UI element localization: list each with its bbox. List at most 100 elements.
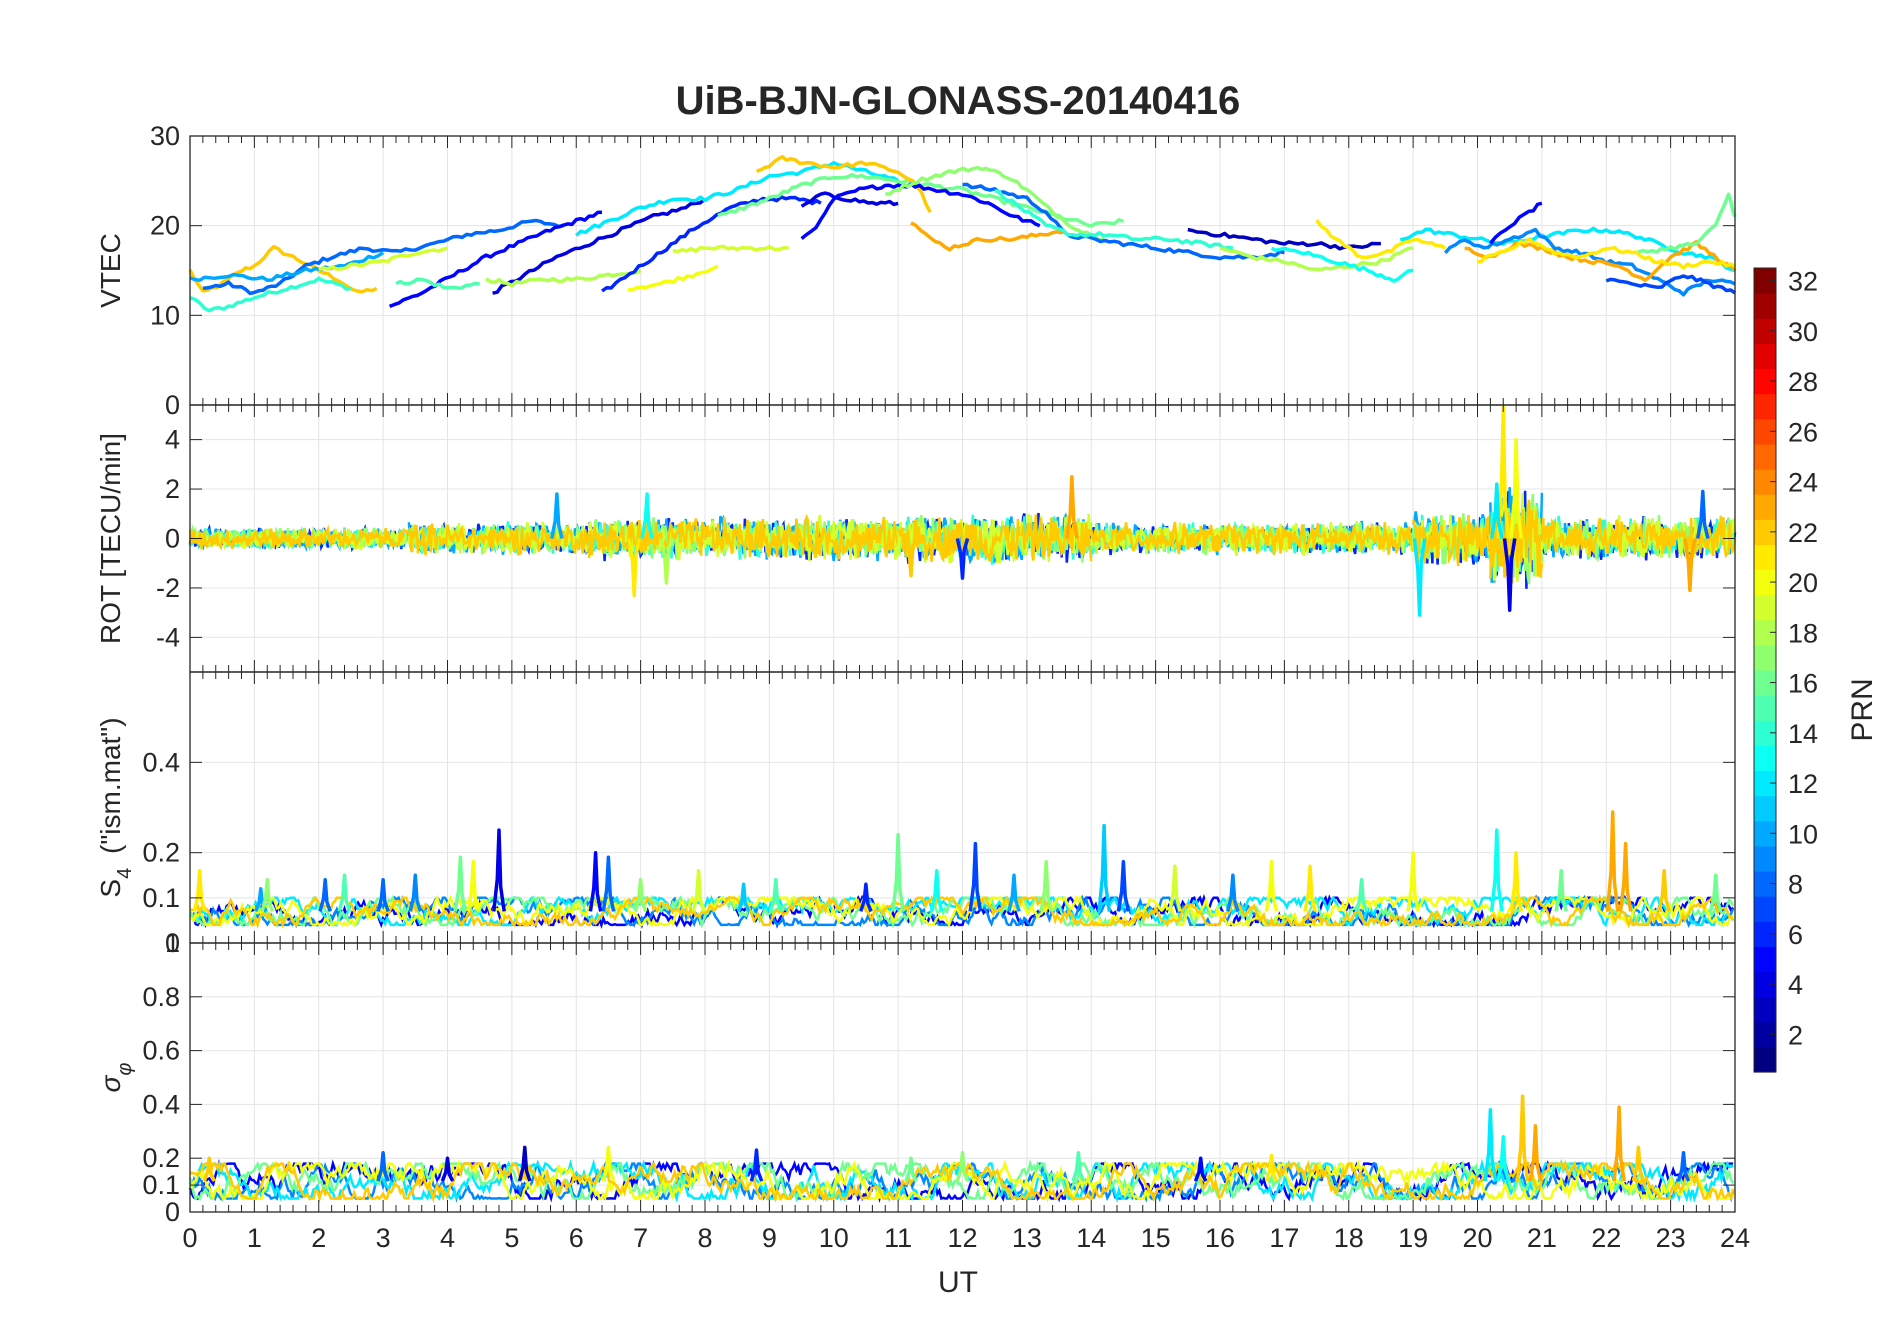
s4-prn-20-spike (1406, 850, 1421, 912)
sigma-phi-y-tick-label: 1 (165, 928, 180, 958)
vtec-prn-8-trace (202, 218, 564, 296)
s4-prn-16-trace (189, 894, 1735, 929)
s4-prn-13-spike (1489, 828, 1504, 912)
colorbar-swatch (1754, 720, 1776, 746)
s4-prn-7-spike (968, 841, 983, 912)
rot-y-tick-label: -2 (156, 573, 180, 603)
x-tick-label: 6 (569, 1223, 584, 1253)
x-tick-label: 16 (1205, 1223, 1235, 1253)
vtec-prn-17-trace (885, 165, 1105, 242)
sigma-phi-prn-16-spike (904, 1156, 918, 1182)
rot-series (188, 405, 1737, 617)
vtec-y-tick-label: 0 (165, 390, 180, 420)
s4-prn-22-spike (1657, 868, 1671, 912)
colorbar-swatch (1754, 469, 1776, 495)
rot-prn-8-spike (1695, 489, 1710, 539)
rot-y-ticks: -4 -2 0 2 4 (156, 425, 1735, 652)
x-tick-label: 4 (440, 1223, 455, 1253)
s4-y-label: S4 ("ism.mat") (95, 717, 136, 897)
rot-panel: -4 -2 0 2 4 ROT [TECU/min] (95, 404, 1737, 673)
s4-prn-15-spike (337, 873, 352, 912)
s4-prn-10-spike (1007, 873, 1021, 912)
s4-y-tick-label: 0.4 (142, 747, 180, 777)
s4-prn-8-spike (318, 878, 332, 912)
colorbar-tick-label: 24 (1788, 468, 1818, 498)
s4-y-tick-label: 0 (165, 928, 180, 958)
s4-prn-16-spike (453, 855, 468, 912)
x-tick-label: 23 (1656, 1223, 1686, 1253)
rot-prn-23-spike (1683, 538, 1697, 593)
colorbar-swatch (1754, 418, 1776, 445)
colorbar-swatch (1754, 293, 1776, 319)
rot-prn-20-spike (1509, 437, 1524, 539)
sigma-phi-series (188, 1094, 1735, 1204)
s4-y-label-subscript: 4 (114, 868, 136, 879)
s4-prn-17-spike (633, 878, 648, 913)
vtec-prn-14-trace (994, 189, 1234, 251)
rot-x-minor-ticks (189, 405, 1736, 672)
sigma-phi-prn-5-spike (1193, 1156, 1208, 1182)
colorbar-tick-label: 10 (1788, 819, 1818, 849)
sigma-y-label-base: σ (95, 1074, 126, 1092)
rot-prn-22-trace (407, 523, 591, 556)
sigma-phi-prn-15-spike (1071, 1151, 1086, 1182)
colorbar-swatch (1754, 795, 1776, 822)
x-tick-label: 7 (633, 1223, 648, 1253)
colorbar-swatch (1754, 368, 1776, 395)
sigma-phi-prn-17-spike (955, 1151, 970, 1182)
s4-prn-12-trace (189, 894, 1735, 928)
s4-panel: 0 0.1 0.2 0.4 S4 ("ism.mat") (95, 671, 1736, 958)
s4-series (189, 810, 1735, 930)
sigma-phi-prn-6-spike (749, 1148, 764, 1182)
s4-y-label-base: S (95, 879, 126, 898)
vtec-prn-5-trace (1489, 201, 1543, 245)
colorbar-tick-label: 26 (1788, 417, 1818, 447)
x-tick-label: 19 (1398, 1223, 1428, 1253)
s4-prn-9-spike (408, 873, 423, 912)
s4-prn-16-spike (891, 832, 906, 912)
vtec-prn-21-trace (1477, 237, 1736, 270)
rot-y-tick-label: -4 (156, 622, 180, 652)
sigma-phi-prn-4-spike (440, 1156, 455, 1182)
colorbar-swatch (1754, 519, 1776, 545)
colorbar-swatch (1754, 871, 1776, 897)
sigma-y-label-subscript: φ (114, 1063, 136, 1076)
x-tick-label: 20 (1462, 1223, 1492, 1253)
vtec-series (188, 154, 1737, 313)
rot-y-tick-label: 4 (165, 425, 180, 455)
x-tick-label: 17 (1269, 1223, 1299, 1253)
s4-prn-21-spike (1303, 864, 1317, 912)
colorbar-swatch (1754, 996, 1776, 1023)
sigma-phi-prn-20-spike (601, 1145, 616, 1182)
s4-prn-21-spike (1509, 850, 1524, 912)
rot-prn-22-trace (587, 513, 900, 560)
colorbar-tick-label: 18 (1788, 618, 1818, 648)
vtec-prn-22-trace (188, 244, 378, 294)
sigma-phi-y-tick-label: 0.4 (142, 1089, 180, 1119)
sigma-phi-prn-8-spike (1676, 1151, 1691, 1182)
vtec-prn-23-trace (910, 221, 1067, 252)
colorbar-swatch (1754, 644, 1776, 671)
s4-prn-4-spike (492, 828, 506, 912)
colorbar-swatch (1754, 393, 1776, 420)
rot-prn-22-trace (1489, 495, 1544, 584)
sigma-phi-panel: 00.10.20.40.60.81 σφ (95, 928, 1736, 1227)
vtec-y-tick-label: 30 (150, 121, 180, 151)
sigma-phi-y-tick-label: 0 (165, 1197, 180, 1227)
s4-prn-8-spike (601, 855, 616, 912)
s4-y-ticks: 0 0.1 0.2 0.4 (142, 747, 1735, 958)
colorbar-swatch (1754, 343, 1776, 370)
vtec-prn-19-trace (672, 244, 789, 254)
rot-prn-23-spike (1065, 474, 1079, 539)
vtec-prn-5-trace (388, 210, 603, 309)
s4-prn-16-spike (1554, 868, 1568, 912)
colorbar-swatch (1754, 820, 1776, 847)
rot-prn-22-trace (1411, 514, 1492, 567)
sigma-phi-y-tick-label: 0.8 (142, 982, 180, 1012)
colorbar-tick-label: 20 (1788, 568, 1818, 598)
vtec-prn-21-trace (1315, 219, 1447, 260)
colorbar-swatch (1754, 745, 1776, 772)
colorbar-tick-label: 6 (1788, 920, 1803, 950)
vtec-prn-15-trace (395, 277, 480, 290)
s4-prn-19-spike (1168, 864, 1182, 912)
